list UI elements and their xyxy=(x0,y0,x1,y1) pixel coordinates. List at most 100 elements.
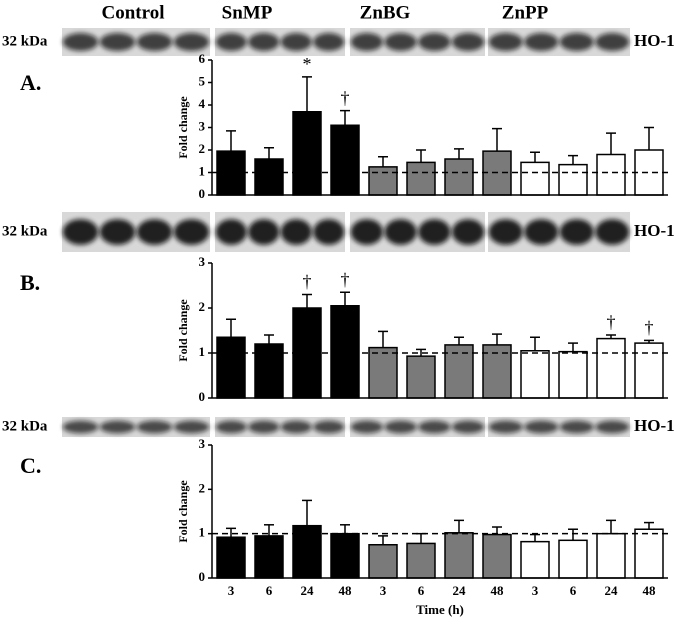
bar xyxy=(368,346,398,399)
y-tick-label: 3 xyxy=(199,254,206,269)
blot-strip xyxy=(488,417,630,437)
y-tick-label: 2 xyxy=(199,480,206,495)
x-tick-label: 3 xyxy=(532,583,539,598)
blot-band xyxy=(215,420,247,434)
blot-band xyxy=(488,219,523,245)
y-axis-label: Fold change xyxy=(176,96,190,159)
blot-band xyxy=(488,420,523,434)
bar xyxy=(444,344,474,399)
bar xyxy=(406,355,436,399)
blot-band xyxy=(136,420,173,434)
significance-marker: † xyxy=(303,272,312,292)
blot-band xyxy=(384,33,417,51)
group-header: SnMP xyxy=(222,2,273,23)
group-header: Control xyxy=(102,2,165,23)
blot-band-label: HO-1 xyxy=(634,31,675,50)
blot-band xyxy=(99,33,136,51)
x-axis-label: Time (h) xyxy=(416,602,464,617)
blot-band xyxy=(384,420,417,434)
bar xyxy=(558,350,588,399)
blot-size-label: 32 kDa xyxy=(2,33,48,49)
blot-band xyxy=(62,33,99,51)
blot-band xyxy=(313,33,345,51)
blot-band xyxy=(595,219,630,245)
y-tick-label: 1 xyxy=(199,344,206,359)
blot-band-label: HO-1 xyxy=(634,221,675,240)
bar xyxy=(444,532,474,579)
blot-band xyxy=(451,219,485,245)
blot-band xyxy=(215,219,247,245)
blot-band xyxy=(418,420,451,434)
bar xyxy=(634,342,664,399)
bar xyxy=(330,305,360,399)
y-tick-label: 2 xyxy=(199,299,206,314)
blot-band xyxy=(136,219,173,245)
bar xyxy=(558,163,588,196)
blot-band xyxy=(173,420,210,434)
y-tick-label: 4 xyxy=(199,96,206,111)
blot-band xyxy=(559,33,594,51)
y-axis-label: Fold change xyxy=(176,299,190,362)
bar xyxy=(596,153,626,196)
x-tick-label: 48 xyxy=(643,583,657,598)
y-tick-label: 1 xyxy=(199,525,206,540)
blot-band xyxy=(350,420,384,434)
y-tick-label: 1 xyxy=(199,163,206,178)
blot-band xyxy=(451,420,485,434)
x-tick-label: 3 xyxy=(380,583,387,598)
y-tick-label: 0 xyxy=(199,389,206,404)
bar xyxy=(406,161,436,196)
bar xyxy=(368,166,398,196)
blot-band xyxy=(524,33,559,51)
blot-band xyxy=(384,219,417,245)
panel-label: A. xyxy=(20,70,41,95)
bar xyxy=(444,158,474,196)
x-tick-label: 6 xyxy=(418,583,425,598)
blot-band xyxy=(418,219,451,245)
bar xyxy=(216,150,246,196)
bar xyxy=(216,536,246,579)
y-tick-label: 0 xyxy=(199,569,206,584)
blot-band xyxy=(418,33,451,51)
blot-band xyxy=(280,420,312,434)
blot-band xyxy=(99,219,136,245)
y-axis-label: Fold change xyxy=(176,480,190,543)
bar xyxy=(520,540,550,579)
bar xyxy=(330,124,360,196)
blot-band-label: HO-1 xyxy=(634,416,675,435)
blot-band xyxy=(524,219,559,245)
blot-band xyxy=(595,33,630,51)
blot-band xyxy=(313,420,345,434)
blot-band xyxy=(350,33,384,51)
group-header: ZnBG xyxy=(360,2,411,23)
bar xyxy=(406,542,436,579)
significance-marker: † xyxy=(607,312,616,332)
bar xyxy=(634,528,664,579)
x-tick-label: 6 xyxy=(570,583,577,598)
blot-band xyxy=(559,420,594,434)
blot-band xyxy=(280,33,312,51)
x-tick-label: 24 xyxy=(605,583,619,598)
blot-strip xyxy=(215,417,345,437)
bar xyxy=(520,350,550,399)
group-header: ZnPP xyxy=(502,2,549,23)
bar xyxy=(368,544,398,579)
blot-band xyxy=(173,219,210,245)
bar xyxy=(216,336,246,399)
x-tick-label: 6 xyxy=(266,583,273,598)
x-tick-label: 24 xyxy=(301,583,315,598)
blot-band xyxy=(136,33,173,51)
blot-band xyxy=(99,420,136,434)
blot-band xyxy=(62,420,99,434)
y-tick-label: 2 xyxy=(199,141,206,156)
panel-label: B. xyxy=(20,270,40,295)
bar xyxy=(596,337,626,399)
y-tick-label: 0 xyxy=(199,186,206,201)
blot-band xyxy=(595,420,630,434)
bar xyxy=(634,149,664,196)
bar xyxy=(330,532,360,579)
bar xyxy=(254,535,284,579)
bar xyxy=(254,343,284,399)
blot-band xyxy=(350,219,384,245)
